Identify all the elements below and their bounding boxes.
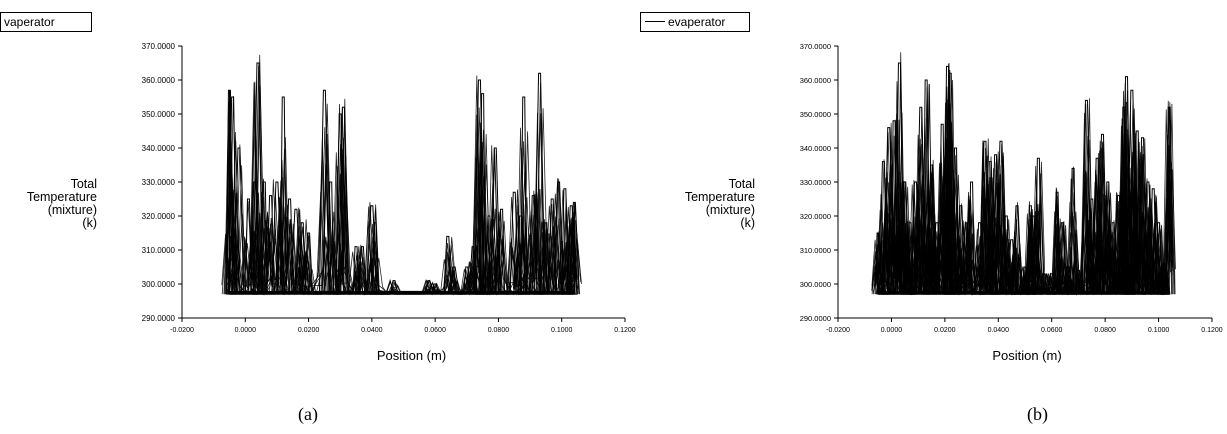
y-tick-label: 320.0000	[142, 212, 176, 221]
y-tick-label: 340.0000	[142, 144, 176, 153]
x-tick-label: 0.0400	[361, 327, 383, 334]
y-tick-label: 330.0000	[142, 178, 176, 187]
y-tick-label: 350.0000	[142, 110, 176, 119]
x-tick-label: 0.0400	[988, 327, 1010, 334]
x-axis-label: Position (m)	[377, 348, 446, 363]
y-tick-label: 310.0000	[142, 246, 176, 255]
y-tick-label: 310.0000	[800, 246, 831, 255]
x-tick-label: -0.0200	[170, 327, 194, 334]
x-tick-label: 0.1000	[1148, 327, 1170, 334]
y-tick-label: 360.0000	[800, 76, 831, 85]
y-tick-label: 360.0000	[142, 76, 176, 85]
chart-b: 290.0000 300.0000 310.0000 320.0000 330.0000…	[800, 42, 1223, 363]
x-tick-label: 0.0800	[488, 327, 510, 334]
y-tick-label: 290.0000	[800, 314, 831, 323]
y-tick-label: 300.0000	[142, 280, 176, 289]
x-tick-label: 0.1200	[614, 327, 636, 334]
x-tick-label: 0.0600	[1041, 327, 1063, 334]
y-tick-label: 330.0000	[800, 178, 831, 187]
series-evaperator	[872, 52, 1176, 294]
x-tick-label: 0.0200	[934, 327, 956, 334]
x-tick-label: 0.0600	[424, 327, 446, 334]
y-tick-label: 370.0000	[800, 42, 831, 51]
y-tick-label: 300.0000	[800, 280, 831, 289]
y-tick-label: 290.0000	[142, 314, 176, 323]
chart-a: 290.0000 300.0000 310.0000 320.0000 330.0000…	[142, 42, 636, 363]
series-evaperator	[222, 55, 582, 294]
x-tick-label: 0.0000	[881, 327, 903, 334]
y-tick-label: 320.0000	[800, 212, 831, 221]
x-tick-label: -0.0200	[826, 327, 850, 334]
x-tick-label: 0.0800	[1094, 327, 1116, 334]
x-tick-label: 0.0000	[235, 327, 257, 334]
x-tick-label: 0.1000	[551, 327, 573, 334]
x-tick-label: 0.0200	[298, 327, 320, 334]
y-tick-label: 350.0000	[800, 110, 831, 119]
y-tick-label: 340.0000	[800, 144, 831, 153]
x-axis-label: Position (m)	[992, 348, 1061, 363]
x-tick-label: 0.1200	[1201, 327, 1223, 334]
y-tick-label: 370.0000	[142, 42, 176, 51]
